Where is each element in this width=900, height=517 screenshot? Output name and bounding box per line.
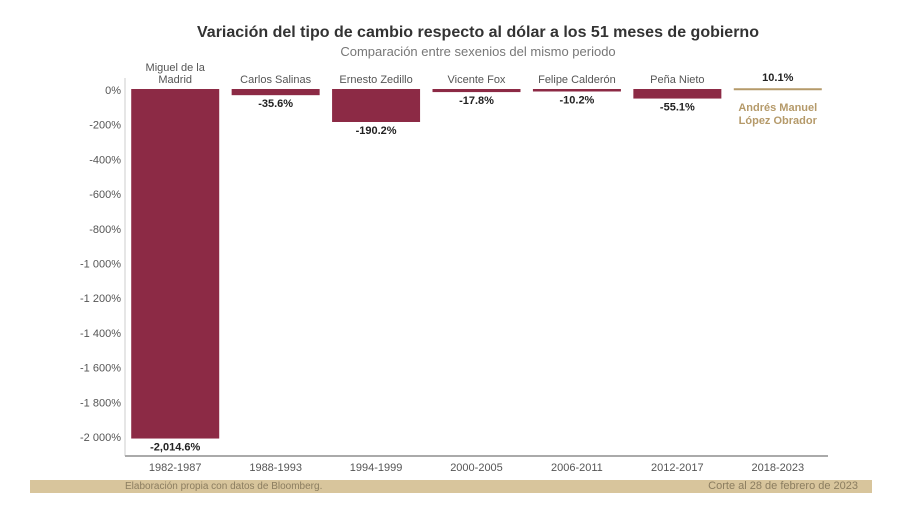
- y-tick-label: -200%: [89, 120, 121, 132]
- bar: [633, 89, 722, 99]
- value-label: -55.1%: [660, 102, 695, 114]
- president-label: Miguel de la: [146, 62, 206, 74]
- bar: [332, 89, 421, 122]
- bar: [532, 89, 621, 92]
- y-tick-label: -1 800%: [80, 397, 121, 409]
- value-label: -2,014.6%: [150, 442, 200, 454]
- bar: [733, 88, 822, 91]
- president-label: López Obrador: [739, 115, 818, 127]
- x-tick-label: 2000-2005: [450, 462, 503, 474]
- bar: [432, 89, 521, 93]
- y-tick-label: 0%: [105, 85, 121, 97]
- x-tick-label: 1982-1987: [149, 462, 202, 474]
- value-label: 10.1%: [762, 72, 793, 84]
- president-label: Madrid: [158, 74, 192, 86]
- footer-band: Elaboración propia con datos de Bloomber…: [30, 480, 872, 493]
- value-label: -35.6%: [258, 98, 293, 110]
- y-tick-label: -1 000%: [80, 259, 121, 271]
- y-tick-label: -1 200%: [80, 293, 121, 305]
- bar: [231, 89, 320, 96]
- president-label: Vicente Fox: [448, 74, 506, 86]
- president-label: Andrés Manuel: [738, 102, 817, 114]
- value-label: -190.2%: [356, 125, 397, 137]
- value-label: -17.8%: [459, 95, 494, 107]
- x-tick-label: 2018-2023: [751, 462, 804, 474]
- y-tick-label: -400%: [89, 154, 121, 166]
- value-label: -10.2%: [559, 95, 594, 107]
- bar: [131, 89, 220, 439]
- president-label: Ernesto Zedillo: [339, 74, 412, 86]
- president-label: Peña Nieto: [650, 74, 704, 86]
- x-tick-label: 2006-2011: [551, 462, 603, 474]
- source-note: Elaboración propia con datos de Bloomber…: [125, 481, 323, 492]
- x-tick-label: 2012-2017: [651, 462, 704, 474]
- y-tick-label: -2 000%: [80, 432, 121, 444]
- y-tick-label: -600%: [89, 189, 121, 201]
- y-tick-label: -1 600%: [80, 363, 121, 375]
- chart-title: Variación del tipo de cambio respecto al…: [197, 24, 759, 41]
- cutoff-note: Corte al 28 de febrero de 2023: [708, 480, 858, 492]
- president-label: Carlos Salinas: [240, 74, 311, 86]
- x-tick-label: 1994-1999: [350, 462, 403, 474]
- y-tick-label: -1 400%: [80, 328, 121, 340]
- president-label: Felipe Calderón: [538, 74, 616, 86]
- x-tick-label: 1988-1993: [249, 462, 302, 474]
- y-tick-label: -800%: [89, 224, 121, 236]
- chart-subtitle: Comparación entre sexenios del mismo per…: [340, 44, 616, 59]
